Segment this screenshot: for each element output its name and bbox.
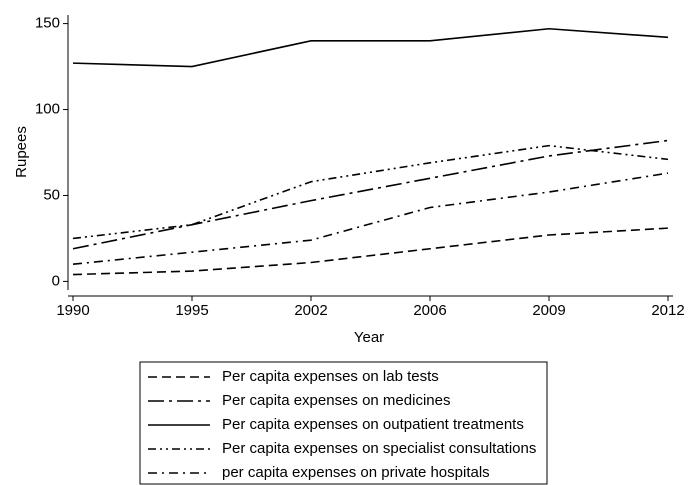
legend-label: Per capita expenses on lab tests [222,368,439,385]
legend-label: Per capita expenses on outpatient treatm… [222,416,524,433]
series-line [72,27,669,68]
x-tick-label: 2006 [413,302,446,319]
x-tick-label: 2002 [294,302,327,319]
x-axis-label: Year [354,329,384,346]
legend-box [139,361,548,485]
y-tick-label: 100 [35,101,60,118]
y-tick-label: 50 [43,186,60,203]
series-line [72,172,669,266]
series-line [72,139,669,250]
y-tick-label: 150 [35,15,60,32]
x-tick-label: 1995 [175,302,208,319]
x-tick-label: 2009 [532,302,565,319]
x-tick-label: 2012 [651,302,684,319]
legend-label: Per capita expenses on medicines [222,392,450,409]
legend-label: Per capita expenses on specialist consul… [222,440,536,457]
legend-label: per capita expenses on private hospitals [222,464,490,481]
y-axis-label: Rupees [13,126,30,178]
series-line [72,227,669,276]
series-line [72,144,669,240]
y-tick-label: 0 [52,272,60,289]
x-tick-label: 1990 [56,302,89,319]
